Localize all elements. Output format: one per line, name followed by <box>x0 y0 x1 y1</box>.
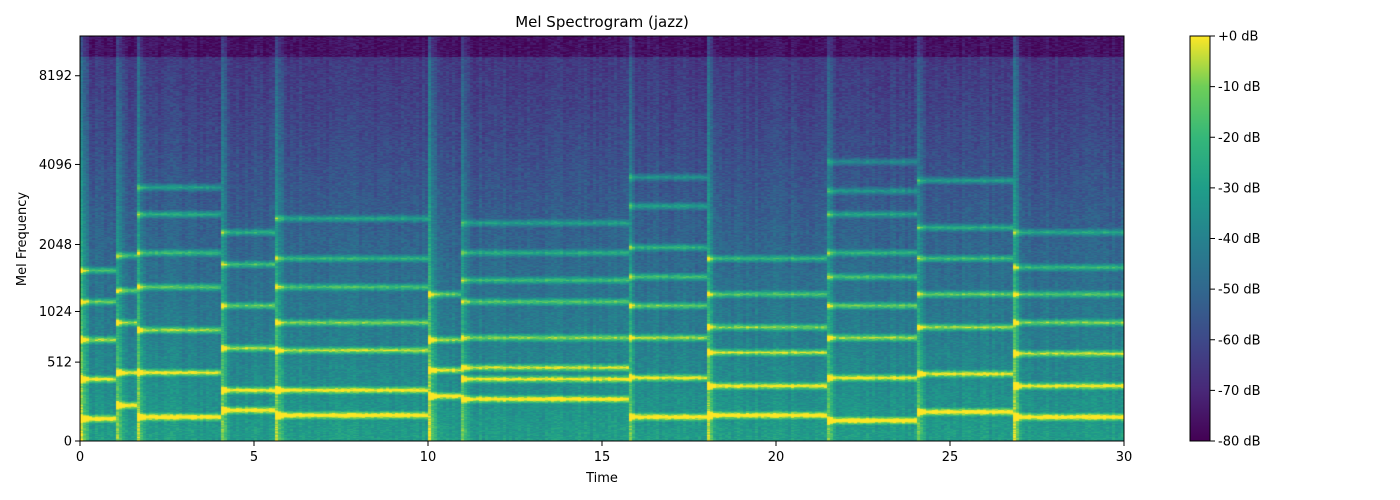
heatmap-canvas <box>80 36 1124 441</box>
x-axis-label: Time <box>585 471 618 486</box>
y-tick-label: 512 <box>47 356 72 371</box>
colorbar-tick-label: -80 dB <box>1218 435 1261 450</box>
colorbar-tick-label: -60 dB <box>1218 333 1261 348</box>
colorbar-tick-label: -30 dB <box>1218 181 1261 196</box>
colorbar-tick-label: -20 dB <box>1218 131 1261 146</box>
colorbar-tick-label: -40 dB <box>1218 232 1261 247</box>
x-tick-label: 25 <box>942 450 959 465</box>
colorbar: +0 dB -10 dB -20 dB -30 dB -40 dB -50 dB -60 d… <box>1189 30 1261 450</box>
colorbar-tick-label: -50 dB <box>1218 283 1261 298</box>
colorbar-tick-label: -70 dB <box>1218 384 1261 399</box>
y-axis: 0 512 1024 2048 4096 8192 <box>39 69 80 450</box>
x-tick-label: 15 <box>594 450 611 465</box>
y-axis-label: Mel Frequency <box>15 192 30 286</box>
colorbar-tick-label: -10 dB <box>1218 80 1261 95</box>
x-tick-label: 5 <box>250 450 258 465</box>
colorbar-gradient <box>1190 36 1210 441</box>
y-tick-label: 2048 <box>39 238 72 253</box>
x-tick-label: 20 <box>768 450 785 465</box>
x-axis: 0 5 10 15 20 25 30 <box>76 441 1132 465</box>
x-tick-label: 30 <box>1116 450 1133 465</box>
y-tick-label: 8192 <box>39 69 72 84</box>
y-tick-label: 0 <box>64 435 72 450</box>
colorbar-tick-label: +0 dB <box>1218 30 1258 45</box>
y-tick-label: 4096 <box>39 158 72 173</box>
chart-title: Mel Spectrogram (jazz) <box>515 13 689 31</box>
x-tick-label: 0 <box>76 450 84 465</box>
y-tick-label: 1024 <box>39 305 72 320</box>
spectrogram-heatmap <box>80 36 1124 441</box>
x-tick-label: 10 <box>420 450 437 465</box>
